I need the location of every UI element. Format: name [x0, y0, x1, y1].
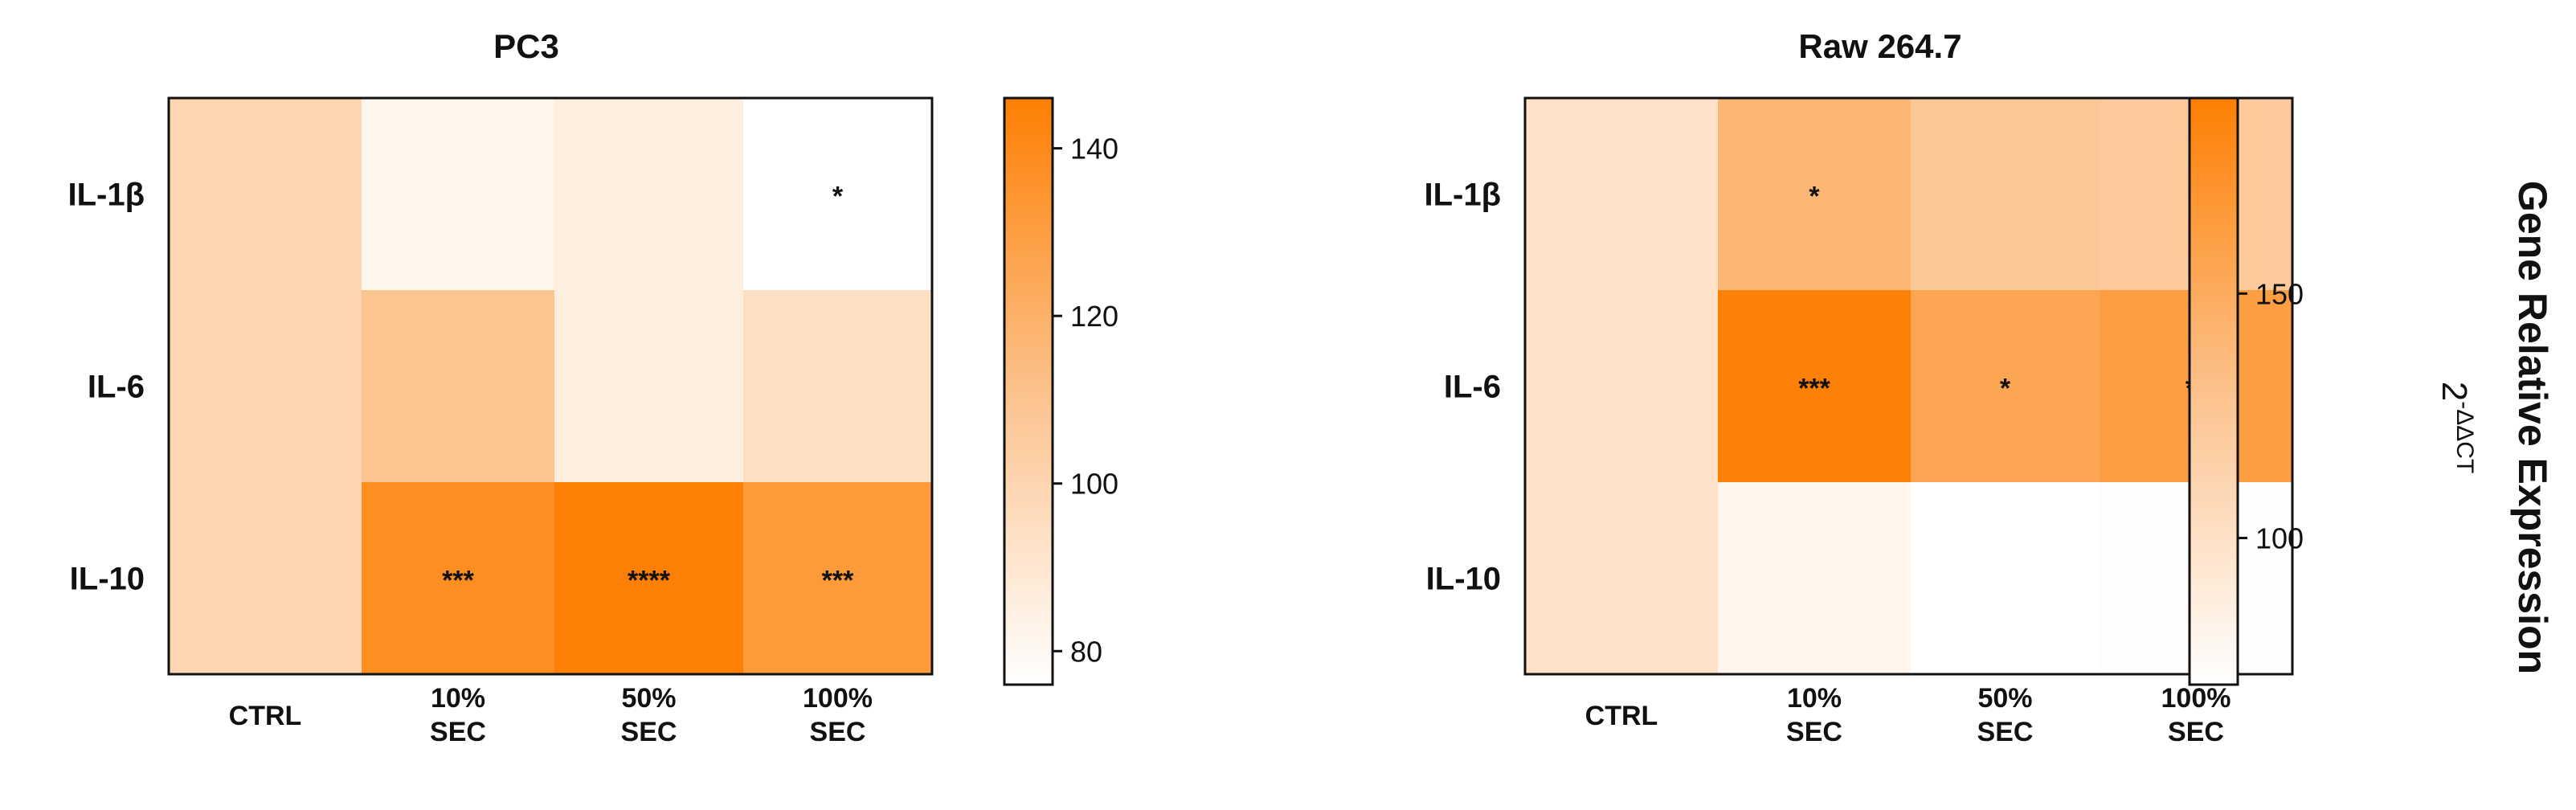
column-label: CTRL [1585, 701, 1658, 731]
heatmap-panel-raw264: Raw 264.7*******IL-1βIL-6IL-10CTRL10%SEC… [1424, 27, 2304, 747]
significance-marker: **** [628, 566, 671, 596]
significance-marker: *** [442, 566, 474, 596]
heatmap-cell [1718, 98, 1911, 290]
heatmap-cell [1911, 98, 2100, 290]
heatmap-frame [167, 96, 934, 676]
colorbar-tick-label: 100 [2255, 522, 2304, 555]
heatmap-cell [169, 98, 362, 290]
colorbar-tick-label: 120 [1070, 300, 1118, 333]
heatmap-cell [362, 290, 554, 482]
significance-marker: *** [1798, 374, 1830, 404]
heatmap-cell [743, 98, 932, 290]
heatmap-cell [1718, 482, 1911, 674]
colorbar-tick-label: 80 [1070, 635, 1102, 668]
heatmap-cell [743, 482, 932, 674]
column-label: 10% SEC [1786, 683, 1842, 747]
column-label: 100% SEC [2161, 683, 2231, 747]
formula-base: 2 [2435, 382, 2474, 401]
row-label: IL-6 [1444, 370, 1501, 405]
heatmap-cell [1525, 98, 1718, 290]
panel-title: Raw 264.7 [1798, 27, 1961, 65]
colorbar [1003, 96, 1054, 686]
heatmap-cell [169, 482, 362, 674]
heatmap-cell [1911, 290, 2100, 482]
column-label: CTRL [229, 701, 302, 731]
column-label: 100% SEC [803, 683, 873, 747]
colorbar-tick-label: 150 [2255, 277, 2304, 310]
heatmap-cell [1525, 482, 1718, 674]
column-label: 50% SEC [621, 683, 677, 747]
heatmap-cell [169, 290, 362, 482]
row-label: IL-10 [70, 562, 145, 597]
row-label: IL-10 [1426, 562, 1501, 597]
significance-marker: * [832, 182, 844, 212]
heatmap-cell [362, 482, 554, 674]
heatmap-cell [554, 290, 743, 482]
colorbar-formula: 2-ΔΔCT [2435, 382, 2478, 474]
formula-exponent: -ΔΔCT [2451, 401, 2478, 473]
significance-marker: *** [822, 566, 854, 596]
column-label: 50% SEC [1977, 683, 2034, 747]
heatmap-cell [1525, 290, 1718, 482]
colorbar [2188, 96, 2239, 686]
heatmap-cell [554, 98, 743, 290]
row-label: IL-6 [88, 370, 145, 405]
row-label: IL-1β [1424, 178, 1501, 213]
panel-title: PC3 [493, 27, 559, 65]
heatmap-cell [1718, 290, 1911, 482]
significance-marker: * [2000, 374, 2011, 404]
colorbar-tick-label: 100 [1070, 468, 1118, 501]
heatmap-cell [362, 98, 554, 290]
column-label: 10% SEC [430, 683, 486, 747]
significance-marker: * [1809, 182, 1820, 212]
heatmap-frame [1523, 96, 2294, 676]
colorbar-title: Gene Relative Expression [2510, 181, 2555, 674]
heatmap-cell [743, 290, 932, 482]
colorbar-tick-label: 140 [1070, 133, 1118, 166]
heatmap-cell [1911, 482, 2100, 674]
row-label: IL-1β [67, 178, 145, 213]
heatmap-cell [554, 482, 743, 674]
colorbar-title-group: Gene Relative Expression 2-ΔΔCT [2435, 181, 2555, 674]
